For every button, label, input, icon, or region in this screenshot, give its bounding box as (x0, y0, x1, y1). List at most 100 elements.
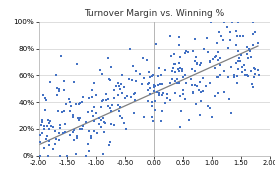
Point (42, 125, 46, 128)
Point (64, 102, 68, 105)
Point (122, 85, 126, 88)
Point (89, 135, 94, 137)
Point (147, 81, 151, 84)
Point (229, 112, 233, 115)
Point (72, 129, 76, 132)
Point (183, 98, 188, 100)
Point (62, 79, 67, 82)
Point (227, 97, 231, 100)
Point (168, 81, 172, 84)
Point (58, 124, 62, 127)
Point (118, 88, 122, 91)
Point (210, 115, 214, 118)
Point (241, 35, 246, 38)
Point (40, 131, 44, 134)
Point (46, 127, 51, 130)
Point (163, 101, 167, 104)
Point (145, 59, 150, 62)
Point (184, 81, 188, 84)
Point (175, 81, 179, 84)
Point (192, 60, 197, 63)
Point (44, 99, 48, 102)
Point (63, 123, 67, 126)
Point (90, 114, 95, 117)
Point (192, 69, 197, 72)
Point (87, 149, 91, 152)
Point (155, 90, 159, 93)
Point (104, 93, 108, 96)
Point (198, 100, 203, 103)
Point (218, 64, 222, 67)
Point (219, 34, 224, 37)
Point (169, 70, 174, 73)
Point (111, 88, 116, 91)
Point (146, 100, 150, 103)
Point (44, 137, 49, 140)
Point (177, 44, 182, 47)
Point (142, 76, 146, 79)
Point (239, 71, 244, 74)
Point (150, 75, 154, 78)
Point (40, 120, 44, 123)
Point (81, 125, 85, 128)
Point (213, 94, 218, 97)
Point (178, 56, 182, 59)
Point (216, 59, 220, 62)
Point (181, 76, 185, 79)
Point (175, 77, 179, 80)
Point (68, 104, 73, 107)
Point (208, 107, 212, 110)
Point (131, 111, 136, 114)
Point (99, 125, 103, 128)
Point (177, 69, 182, 72)
Point (80, 127, 84, 130)
Point (45, 135, 49, 138)
Point (201, 76, 205, 79)
Point (67, 100, 72, 103)
Point (57, 138, 61, 141)
Point (195, 63, 200, 66)
Point (204, 84, 209, 87)
Point (193, 103, 198, 106)
Point (38, 123, 43, 126)
Point (256, 42, 260, 44)
Point (53, 143, 57, 145)
Point (177, 35, 181, 38)
Point (42, 128, 46, 131)
Point (71, 113, 75, 116)
Point (124, 128, 128, 131)
Point (94, 111, 98, 114)
Point (190, 68, 194, 70)
Point (84, 154, 88, 157)
Point (62, 110, 66, 113)
Point (256, 73, 261, 76)
Point (208, 60, 212, 63)
Title: Turnover Margin vs. Winning %: Turnover Margin vs. Winning % (84, 9, 224, 18)
Point (116, 81, 120, 84)
Point (40, 118, 44, 121)
Point (141, 57, 146, 60)
Point (54, 74, 58, 77)
Point (202, 48, 207, 51)
Point (191, 49, 196, 52)
Point (92, 120, 96, 123)
Point (168, 99, 172, 102)
Point (110, 103, 114, 106)
Point (118, 115, 122, 118)
Point (187, 119, 191, 122)
Point (46, 144, 51, 147)
Point (245, 73, 250, 76)
Point (160, 82, 164, 85)
Point (199, 90, 204, 93)
Point (250, 83, 255, 86)
Point (130, 78, 134, 81)
Point (104, 99, 108, 102)
Point (198, 114, 203, 117)
Point (226, 46, 230, 49)
Point (114, 84, 118, 87)
Point (75, 135, 79, 138)
Point (90, 89, 94, 92)
Point (74, 103, 79, 106)
Point (233, 44, 238, 47)
Point (43, 96, 48, 99)
